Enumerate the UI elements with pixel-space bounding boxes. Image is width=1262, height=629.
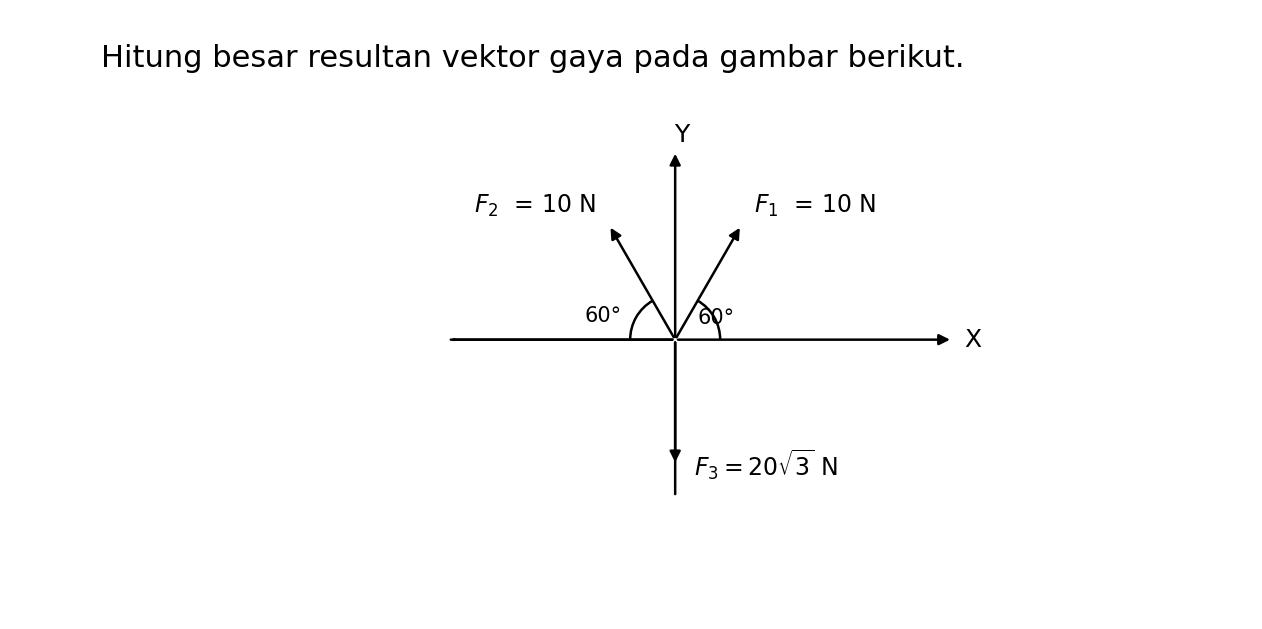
- Text: $F_3 = 20\sqrt{3}$ N: $F_3 = 20\sqrt{3}$ N: [694, 448, 838, 482]
- Text: $F_1$  = 10 N: $F_1$ = 10 N: [753, 192, 876, 219]
- Text: 60°: 60°: [698, 308, 734, 328]
- Text: Hitung besar resultan vektor gaya pada gambar berikut.: Hitung besar resultan vektor gaya pada g…: [101, 44, 964, 73]
- Text: Y: Y: [674, 123, 689, 147]
- Text: 60°: 60°: [584, 306, 621, 326]
- Text: X: X: [964, 328, 982, 352]
- Text: $F_2$  = 10 N: $F_2$ = 10 N: [475, 192, 597, 219]
